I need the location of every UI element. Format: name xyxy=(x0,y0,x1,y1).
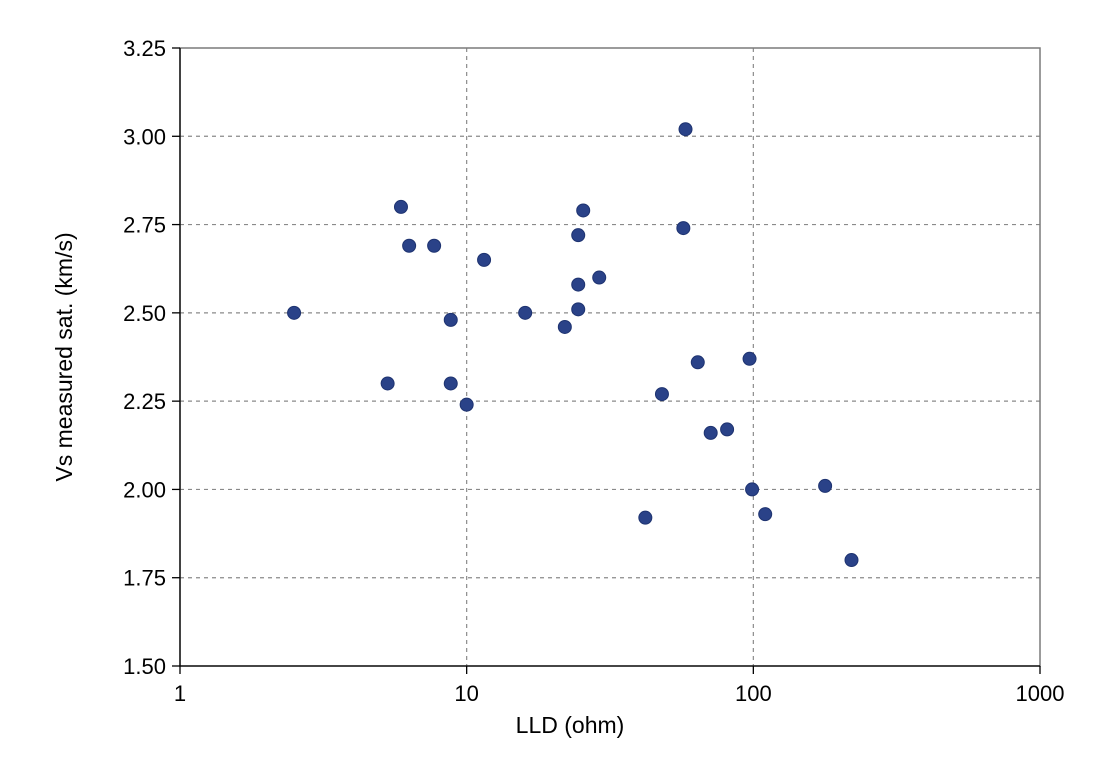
data-point xyxy=(571,277,586,292)
data-point xyxy=(477,252,492,267)
data-point xyxy=(844,553,859,568)
data-point xyxy=(427,238,442,253)
y-tick-label: 3.25 xyxy=(123,36,166,61)
y-tick-label: 1.75 xyxy=(123,566,166,591)
data-point xyxy=(571,302,586,317)
data-point xyxy=(758,507,773,522)
grid-lines xyxy=(180,48,1040,666)
data-points xyxy=(287,122,859,568)
data-point xyxy=(459,397,474,412)
data-point xyxy=(518,305,533,320)
data-point xyxy=(571,228,586,243)
data-point xyxy=(402,238,417,253)
x-tick-label: 1000 xyxy=(1016,681,1065,706)
data-point xyxy=(638,510,653,525)
x-tick-label: 10 xyxy=(454,681,478,706)
data-point xyxy=(576,203,591,218)
x-tick-label: 1 xyxy=(174,681,186,706)
y-tick-label: 3.00 xyxy=(123,124,166,149)
data-point xyxy=(676,221,691,236)
axis-ticks xyxy=(172,47,1041,674)
data-point xyxy=(557,319,572,334)
data-point xyxy=(393,199,408,214)
data-point xyxy=(742,351,757,366)
data-point xyxy=(592,270,607,285)
data-point xyxy=(703,425,718,440)
y-tick-label: 1.50 xyxy=(123,654,166,679)
data-point xyxy=(443,376,458,391)
data-point xyxy=(380,376,395,391)
data-point xyxy=(287,305,302,320)
data-point xyxy=(654,387,669,402)
data-point xyxy=(818,478,833,493)
y-tick-label: 2.00 xyxy=(123,477,166,502)
plot-area-frame xyxy=(179,47,1041,667)
data-point xyxy=(720,422,735,437)
x-axis-title: LLD (ohm) xyxy=(516,712,625,738)
y-tick-label: 2.75 xyxy=(123,213,166,238)
y-tick-label: 2.25 xyxy=(123,389,166,414)
data-point xyxy=(745,482,760,497)
data-point xyxy=(443,312,458,327)
data-point xyxy=(690,355,705,370)
axis-tick-labels: 1.50 1.75 2.00 2.25 2.50 2.75 3.00 3.25 1 10 100 10… xyxy=(123,36,1064,706)
data-point xyxy=(678,122,693,137)
y-axis-title: Vs measured sat. (km/s) xyxy=(51,232,77,481)
x-tick-label: 100 xyxy=(735,681,772,706)
y-tick-label: 2.50 xyxy=(123,301,166,326)
